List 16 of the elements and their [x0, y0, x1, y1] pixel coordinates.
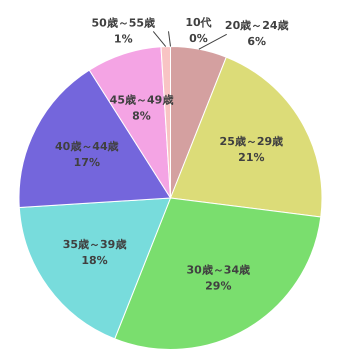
slice-label: 45歳～49歳 — [110, 94, 174, 107]
category-label: 10代 — [185, 16, 212, 30]
text: 0% — [189, 32, 208, 46]
slice-label: 25歳～29歳 — [220, 135, 284, 148]
slice-label: 30歳～34歳 — [186, 264, 250, 277]
slice-label: 50歳～55歳 — [91, 16, 156, 30]
slice-label: 40歳～44歳 — [54, 140, 119, 154]
data-label: 8% — [132, 110, 151, 123]
slice-label: 20歳～24歳 — [224, 19, 289, 32]
data-label: 1% — [114, 32, 133, 46]
data-label: 18% — [81, 254, 108, 268]
data-label: 29% — [205, 280, 232, 293]
data-label: 21% — [238, 151, 265, 164]
data-label: 17% — [74, 156, 100, 170]
data-label: 6% — [247, 35, 266, 48]
slice-label: 35歳～39歳 — [62, 238, 126, 252]
